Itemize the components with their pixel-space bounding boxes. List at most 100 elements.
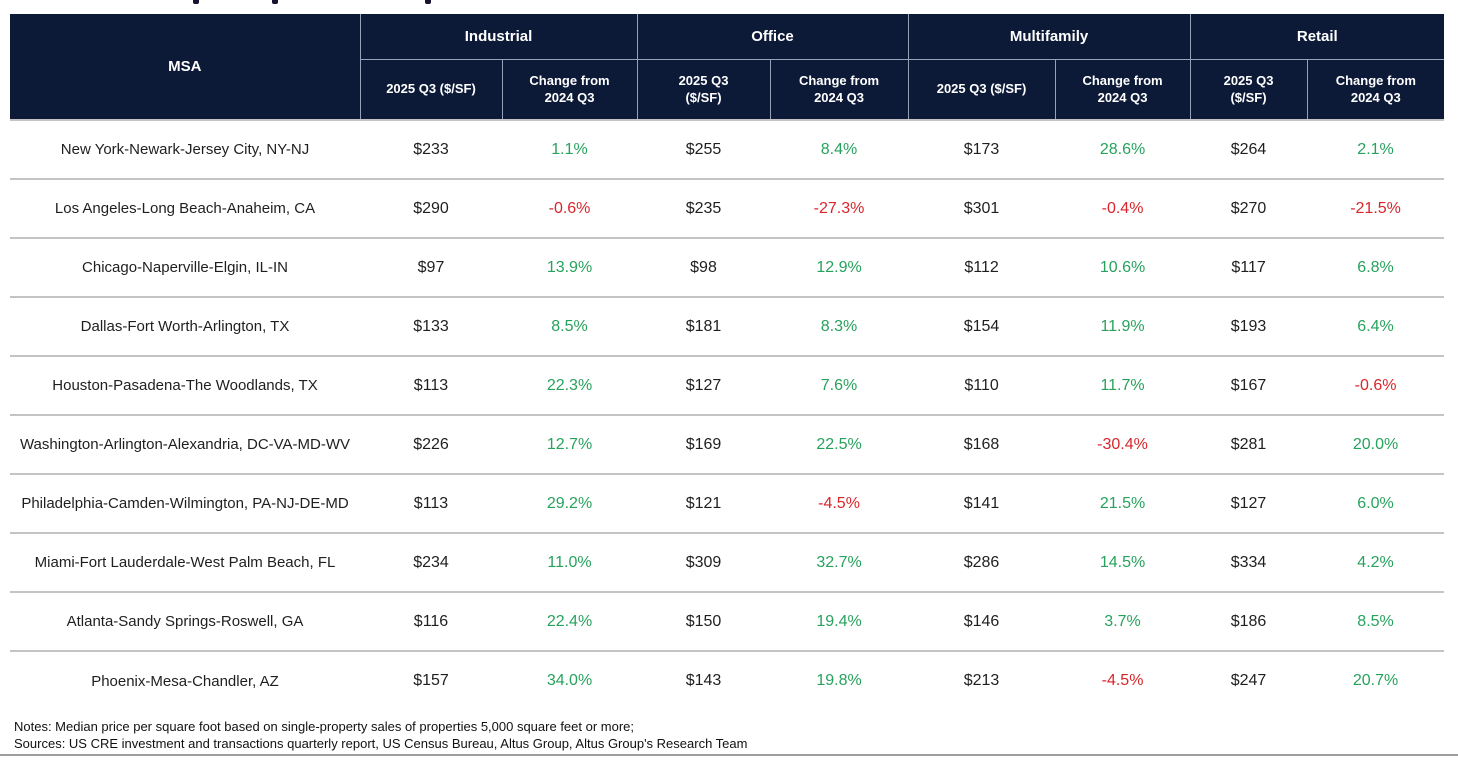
office-change: 22.5% — [770, 414, 909, 474]
table-row: Miami-Fort Lauderdale-West Palm Beach, F… — [10, 532, 1445, 592]
multifamily-price: $173 — [908, 119, 1056, 179]
msa-name: Philadelphia-Camden-Wilmington, PA-NJ-DE… — [10, 473, 360, 533]
retail-change: -21.5% — [1307, 178, 1445, 238]
bottom-divider — [0, 754, 1458, 756]
msa-name: Miami-Fort Lauderdale-West Palm Beach, F… — [10, 532, 360, 592]
industrial-price: $113 — [360, 355, 502, 415]
industrial-change: 8.5% — [502, 296, 638, 356]
multifamily-price: $301 — [908, 178, 1056, 238]
retail-change: 20.0% — [1307, 414, 1445, 474]
industrial-price: $157 — [360, 650, 502, 710]
retail-price: $193 — [1190, 296, 1308, 356]
notes-line: Notes: Median price per square foot base… — [14, 719, 635, 734]
office-change: -4.5% — [770, 473, 909, 533]
multifamily-price: $112 — [908, 237, 1056, 297]
multifamily-change: 21.5% — [1055, 473, 1191, 533]
office-change: 8.3% — [770, 296, 909, 356]
multifamily-change: -0.4% — [1055, 178, 1191, 238]
table-row: Houston-Pasadena-The Woodlands, TX $113 … — [10, 355, 1445, 415]
multifamily-change: -30.4% — [1055, 414, 1191, 474]
industrial-change: 22.4% — [502, 591, 638, 651]
office-price: $255 — [637, 119, 771, 179]
table-row: Philadelphia-Camden-Wilmington, PA-NJ-DE… — [10, 473, 1445, 533]
retail-price: $264 — [1190, 119, 1308, 179]
retail-price: $270 — [1190, 178, 1308, 238]
sources-line: Sources: US CRE investment and transacti… — [14, 736, 748, 751]
msa-name: Phoenix-Mesa-Chandler, AZ — [10, 650, 360, 710]
industrial-change: 1.1% — [502, 119, 638, 179]
msa-name: Houston-Pasadena-The Woodlands, TX — [10, 355, 360, 415]
subheader-office-change: Change from 2024 Q3 — [769, 58, 909, 120]
industrial-price: $290 — [360, 178, 502, 238]
group-header-office: Office — [636, 14, 909, 59]
office-price: $235 — [637, 178, 771, 238]
retail-price: $117 — [1190, 237, 1308, 297]
office-price: $309 — [637, 532, 771, 592]
multifamily-change: -4.5% — [1055, 650, 1191, 710]
industrial-change: 13.9% — [502, 237, 638, 297]
office-price: $121 — [637, 473, 771, 533]
retail-change: 6.0% — [1307, 473, 1445, 533]
industrial-price: $234 — [360, 532, 502, 592]
retail-change: 6.8% — [1307, 237, 1445, 297]
subheader-office-price: 2025 Q3 ($/SF) — [636, 58, 771, 120]
retail-price: $247 — [1190, 650, 1308, 710]
msa-name: Chicago-Naperville-Elgin, IL-IN — [10, 237, 360, 297]
retail-change: 2.1% — [1307, 119, 1445, 179]
multifamily-price: $286 — [908, 532, 1056, 592]
industrial-change: 34.0% — [502, 650, 638, 710]
office-change: 32.7% — [770, 532, 909, 592]
office-price: $169 — [637, 414, 771, 474]
multifamily-change: 11.9% — [1055, 296, 1191, 356]
msa-name: Washington-Arlington-Alexandria, DC-VA-M… — [10, 414, 360, 474]
multifamily-price: $110 — [908, 355, 1056, 415]
multifamily-change: 14.5% — [1055, 532, 1191, 592]
subheader-industrial-change: Change from 2024 Q3 — [501, 58, 638, 120]
retail-price: $281 — [1190, 414, 1308, 474]
industrial-price: $133 — [360, 296, 502, 356]
column-header-msa: MSA — [10, 14, 360, 120]
subheader-multifamily-change: Change from 2024 Q3 — [1054, 58, 1191, 120]
group-header-retail: Retail — [1189, 14, 1445, 59]
group-header-multifamily: Multifamily — [907, 14, 1191, 59]
clipped-title-fragment — [425, 0, 431, 4]
msa-price-table: MSA Industrial Office Multifamily Retail… — [10, 14, 1445, 710]
retail-change: 4.2% — [1307, 532, 1445, 592]
table-row: Washington-Arlington-Alexandria, DC-VA-M… — [10, 414, 1445, 474]
industrial-change: -0.6% — [502, 178, 638, 238]
retail-price: $186 — [1190, 591, 1308, 651]
multifamily-change: 10.6% — [1055, 237, 1191, 297]
clipped-title-fragment — [193, 0, 199, 4]
table-body: New York-Newark-Jersey City, NY-NJ $233 … — [10, 119, 1445, 710]
retail-price: $127 — [1190, 473, 1308, 533]
industrial-change: 22.3% — [502, 355, 638, 415]
retail-change: 8.5% — [1307, 591, 1445, 651]
office-price: $143 — [637, 650, 771, 710]
msa-name: Atlanta-Sandy Springs-Roswell, GA — [10, 591, 360, 651]
office-change: 19.4% — [770, 591, 909, 651]
office-change: 8.4% — [770, 119, 909, 179]
multifamily-price: $168 — [908, 414, 1056, 474]
retail-change: 20.7% — [1307, 650, 1445, 710]
table-header: MSA Industrial Office Multifamily Retail… — [10, 14, 1445, 120]
office-price: $98 — [637, 237, 771, 297]
office-change: 12.9% — [770, 237, 909, 297]
industrial-change: 11.0% — [502, 532, 638, 592]
subheader-retail-price: 2025 Q3 ($/SF) — [1189, 58, 1308, 120]
multifamily-price: $146 — [908, 591, 1056, 651]
group-header-industrial: Industrial — [359, 14, 638, 59]
subheader-multifamily-price: 2025 Q3 ($/SF) — [907, 58, 1056, 120]
industrial-price: $226 — [360, 414, 502, 474]
office-price: $150 — [637, 591, 771, 651]
msa-name: Los Angeles-Long Beach-Anaheim, CA — [10, 178, 360, 238]
multifamily-price: $154 — [908, 296, 1056, 356]
retail-change: -0.6% — [1307, 355, 1445, 415]
retail-change: 6.4% — [1307, 296, 1445, 356]
table-row: Los Angeles-Long Beach-Anaheim, CA $290 … — [10, 178, 1445, 238]
industrial-price: $233 — [360, 119, 502, 179]
industrial-price: $116 — [360, 591, 502, 651]
retail-price: $334 — [1190, 532, 1308, 592]
office-change: 7.6% — [770, 355, 909, 415]
table-row: Dallas-Fort Worth-Arlington, TX $133 8.5… — [10, 296, 1445, 356]
table-row: Atlanta-Sandy Springs-Roswell, GA $116 2… — [10, 591, 1445, 651]
